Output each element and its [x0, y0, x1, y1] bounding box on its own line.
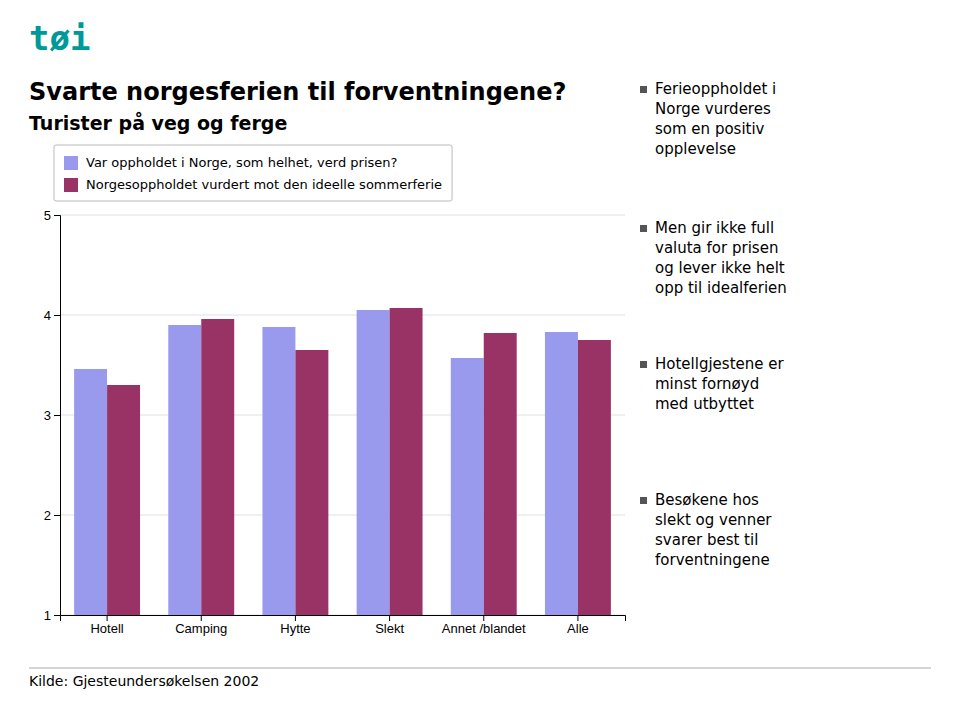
- x-axis: Hotell Camping Hytte Slekt Annet /blandet All…: [61, 615, 626, 636]
- legend: Var oppholdet i Norge, som helhet, verd …: [54, 145, 452, 201]
- x-tick-label: Annet /blandet: [442, 621, 526, 636]
- legend-items: Var oppholdet i Norge, som helhet, verd …: [64, 155, 442, 193]
- bar: [201, 319, 234, 615]
- legend-box: [54, 145, 452, 201]
- x-tick-label: Alle: [567, 621, 589, 636]
- bar: [578, 340, 611, 615]
- y-axis: 1 2 3 4 5: [44, 208, 61, 623]
- y-tick-mark: [54, 415, 60, 416]
- x-tick-label: Slekt: [375, 621, 404, 636]
- bar: [451, 358, 484, 615]
- y-tick-label: 3: [44, 408, 51, 423]
- grid-line: [60, 515, 625, 516]
- bar: [262, 327, 295, 615]
- logo: tøi: [29, 18, 90, 58]
- x-tick-mark: [295, 615, 296, 621]
- y-tick: 2: [44, 508, 60, 523]
- source: Kilde: Gjesteundersøkelsen 2002: [29, 673, 259, 689]
- legend-swatch: [64, 178, 78, 192]
- y-tick-label: 5: [44, 208, 51, 223]
- bullet: [640, 225, 647, 232]
- bar-series: [107, 308, 611, 615]
- x-tick-mark: [107, 615, 108, 621]
- y-tick: 1: [44, 608, 60, 623]
- bars: [74, 308, 611, 615]
- grid: [60, 215, 625, 615]
- y-tick-label: 2: [44, 508, 51, 523]
- title: Svarte norgesferien til forventningene?: [29, 78, 566, 106]
- legend-label: Var oppholdet i Norge, som helhet, verd …: [86, 155, 397, 170]
- x-tick: Slekt: [375, 615, 404, 636]
- bar: [357, 310, 390, 615]
- x-tick: Hytte: [280, 615, 310, 636]
- chart-svg: tøi Svarte norgesferien til forventningen…: [0, 0, 960, 714]
- x-tick-label: Camping: [175, 621, 227, 636]
- annotation: Ferieoppholdet iNorge vurderessom en pos…: [655, 80, 776, 158]
- legend-label: Norgesoppholdet vurdert mot den ideelle …: [86, 177, 442, 192]
- x-tick-mark: [201, 615, 202, 621]
- x-tick-mark: [577, 615, 578, 621]
- y-tick-mark: [54, 515, 60, 516]
- x-tick-mark: [389, 615, 390, 621]
- bar: [484, 333, 517, 615]
- y-tick: 5: [44, 208, 60, 223]
- annotation: Besøkene hosslekt og vennersvarer best t…: [655, 491, 772, 569]
- x-axis-line: [61, 616, 626, 622]
- x-tick: Annet /blandet: [442, 615, 526, 636]
- x-tick: Camping: [175, 615, 227, 636]
- bar: [107, 385, 140, 615]
- x-tick: Hotell: [90, 615, 123, 636]
- bar: [74, 369, 107, 615]
- y-tick-mark: [54, 315, 60, 316]
- x-tick-label: Hotell: [90, 621, 123, 636]
- bullet: [640, 497, 647, 504]
- y-tick-label: 1: [44, 608, 51, 623]
- bullet: [640, 86, 647, 93]
- y-tick: 3: [44, 408, 60, 423]
- y-tick-mark: [54, 215, 60, 216]
- x-tick-mark: [483, 615, 484, 621]
- plot: 1 2 3 4 5 Hotell Camping Hytte Slekt Annet /bland…: [44, 208, 626, 714]
- bar-series: [74, 310, 578, 615]
- bar: [168, 325, 201, 615]
- grid-line: [60, 315, 625, 316]
- source-rule: [29, 668, 931, 669]
- bar: [295, 350, 328, 615]
- bar: [545, 332, 578, 615]
- x-tick: Alle: [567, 615, 589, 636]
- y-axis-line: [54, 216, 61, 616]
- subtitle: Turister på veg og ferge: [29, 111, 287, 134]
- legend-swatch: [64, 156, 78, 170]
- legend-item: Var oppholdet i Norge, som helhet, verd …: [64, 155, 397, 171]
- x-tick-label: Hytte: [280, 621, 310, 636]
- y-tick-mark: [54, 615, 60, 616]
- annotation: Hotellgjestene erminst fornøydmed utbytt…: [655, 355, 784, 413]
- annotation: Men gir ikke fullvaluta for prisenog lev…: [655, 219, 787, 297]
- legend-item: Norgesoppholdet vurdert mot den ideelle …: [64, 177, 442, 193]
- grid-line: [60, 215, 625, 216]
- bullet: [640, 361, 647, 368]
- bar: [390, 308, 423, 615]
- y-tick: 4: [44, 308, 60, 323]
- y-tick-label: 4: [44, 308, 51, 323]
- grid-line: [60, 415, 625, 416]
